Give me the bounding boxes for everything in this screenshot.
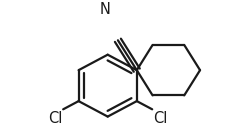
Text: Cl: Cl [48, 111, 62, 126]
Text: N: N [100, 2, 111, 17]
Text: Cl: Cl [153, 111, 168, 126]
